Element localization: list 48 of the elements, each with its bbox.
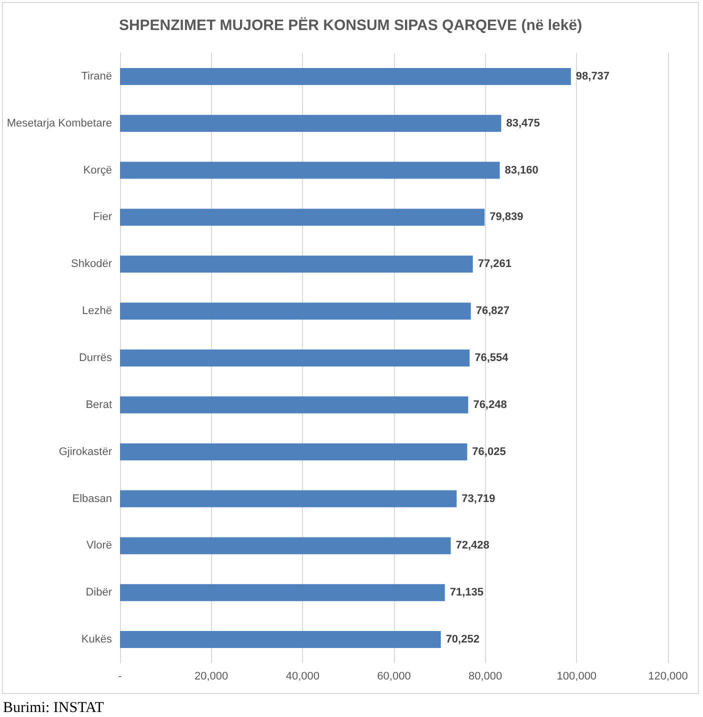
bar bbox=[120, 256, 473, 273]
y-tick-label: Shkodër bbox=[71, 258, 112, 270]
x-tick-label: 120,000 bbox=[648, 670, 688, 682]
x-tick-label: 80,000 bbox=[468, 670, 502, 682]
x-tick-label: 20,000 bbox=[194, 670, 228, 682]
data-label: 71,135 bbox=[450, 586, 484, 599]
data-label: 83,475 bbox=[506, 117, 540, 130]
bar bbox=[120, 302, 471, 320]
bar bbox=[120, 208, 485, 226]
bar bbox=[120, 490, 457, 508]
y-tick-label: Vlorë bbox=[86, 540, 112, 552]
data-label: 73,719 bbox=[462, 492, 496, 505]
bar bbox=[120, 114, 502, 132]
y-tick-label: Durrës bbox=[78, 352, 112, 364]
y-tick-label: Lezhë bbox=[82, 305, 112, 318]
data-label: 98,737 bbox=[576, 70, 610, 82]
data-label: 76,554 bbox=[474, 352, 510, 364]
text: Burimi: INSTAT bbox=[3, 700, 104, 717]
y-tick-label: Gjirokastër bbox=[58, 446, 112, 458]
bar bbox=[120, 584, 445, 602]
data-label: 79,839 bbox=[490, 211, 524, 224]
x-tick-label: 100,000 bbox=[556, 670, 597, 682]
data-label: 70,252 bbox=[446, 634, 480, 646]
y-tick-label: Dibër bbox=[86, 586, 112, 599]
bar bbox=[120, 631, 441, 648]
bar bbox=[120, 68, 571, 85]
x-tick-label: 40,000 bbox=[286, 670, 320, 682]
y-tick-label: Tiranë bbox=[81, 70, 112, 82]
bar bbox=[120, 537, 451, 554]
data-label: 83,160 bbox=[504, 164, 538, 176]
y-tick-label: Kukës bbox=[81, 634, 112, 646]
bar bbox=[120, 443, 468, 460]
data-label: 77,261 bbox=[478, 258, 512, 270]
bar bbox=[120, 396, 468, 414]
bar bbox=[120, 162, 500, 179]
y-tick-label: Korçë bbox=[83, 164, 112, 176]
y-tick-label: Berat bbox=[86, 398, 112, 411]
y-tick-label: Fier bbox=[93, 211, 112, 224]
y-tick-label: Mesetarja Kombetare bbox=[6, 117, 112, 130]
chart-title: SHPENZIMET MUJORE PËR KONSUM SIPAS QARQEVE (në lekë) bbox=[118, 17, 582, 34]
data-label: 76,025 bbox=[472, 446, 506, 458]
x-tick-label: 60,000 bbox=[377, 670, 411, 682]
y-tick-label: Elbasan bbox=[72, 492, 112, 505]
data-label: 72,428 bbox=[456, 540, 490, 552]
bar bbox=[120, 350, 470, 366]
data-label: 76,827 bbox=[476, 305, 510, 318]
x-tick-label: - bbox=[118, 670, 122, 682]
data-label: 76,248 bbox=[473, 398, 507, 411]
